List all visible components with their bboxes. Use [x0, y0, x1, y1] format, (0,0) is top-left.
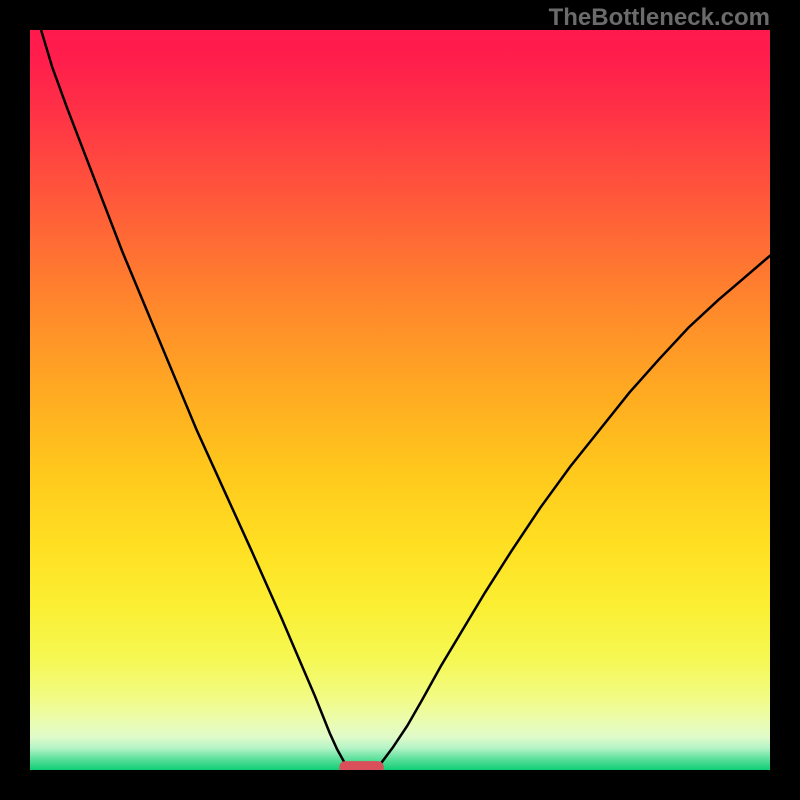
- gradient-background: [30, 30, 770, 770]
- watermark-text: TheBottleneck.com: [549, 4, 770, 32]
- plot-area: [30, 30, 770, 770]
- center-marker: [339, 761, 383, 770]
- chart-container: TheBottleneck.com: [0, 0, 800, 800]
